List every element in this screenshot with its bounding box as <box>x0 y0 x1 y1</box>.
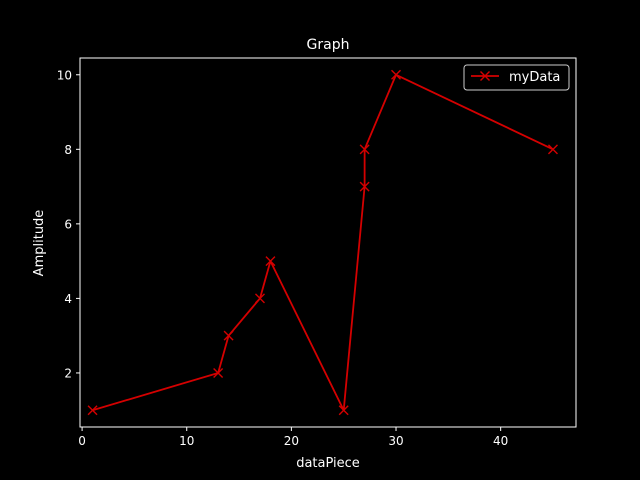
x-axis-label: dataPiece <box>296 456 360 471</box>
x-tick-label-4: 40 <box>493 434 508 448</box>
data-point-marker <box>223 330 234 341</box>
y-tick-label-3: 8 <box>64 143 72 157</box>
y-tick-label-0: 2 <box>64 366 72 380</box>
x-tick-label-2: 20 <box>284 434 299 448</box>
y-axis-label: Amplitude <box>32 210 47 277</box>
legend-box <box>463 64 570 91</box>
x-tick-label-3: 30 <box>388 434 403 448</box>
chart-title: Graph <box>307 37 350 53</box>
plot-frame <box>79 57 577 428</box>
data-point-marker <box>265 256 276 267</box>
legend-label: myData <box>509 70 560 85</box>
data-point-marker <box>213 367 224 378</box>
x-tick-label-0: 0 <box>78 434 86 448</box>
data-point-marker <box>359 144 370 155</box>
y-tick-label-1: 4 <box>64 292 72 306</box>
y-tick-label-2: 6 <box>64 217 72 231</box>
data-point-marker <box>254 293 265 304</box>
plot-series <box>87 69 558 416</box>
data-point-marker <box>338 405 349 416</box>
data-point-marker <box>359 181 370 192</box>
x-tick-label-1: 10 <box>179 434 194 448</box>
data-point-marker <box>391 69 402 80</box>
axis-ticks: 0 10 20 30 40 2 4 6 8 10 <box>57 68 509 448</box>
data-point-marker <box>87 405 98 416</box>
legend: myData <box>463 64 570 91</box>
legend-marker-x <box>480 71 490 81</box>
data-point-marker <box>547 144 558 155</box>
y-tick-label-4: 10 <box>57 68 72 82</box>
legend-x-mark <box>480 71 490 81</box>
series-line-0 <box>92 73 554 412</box>
